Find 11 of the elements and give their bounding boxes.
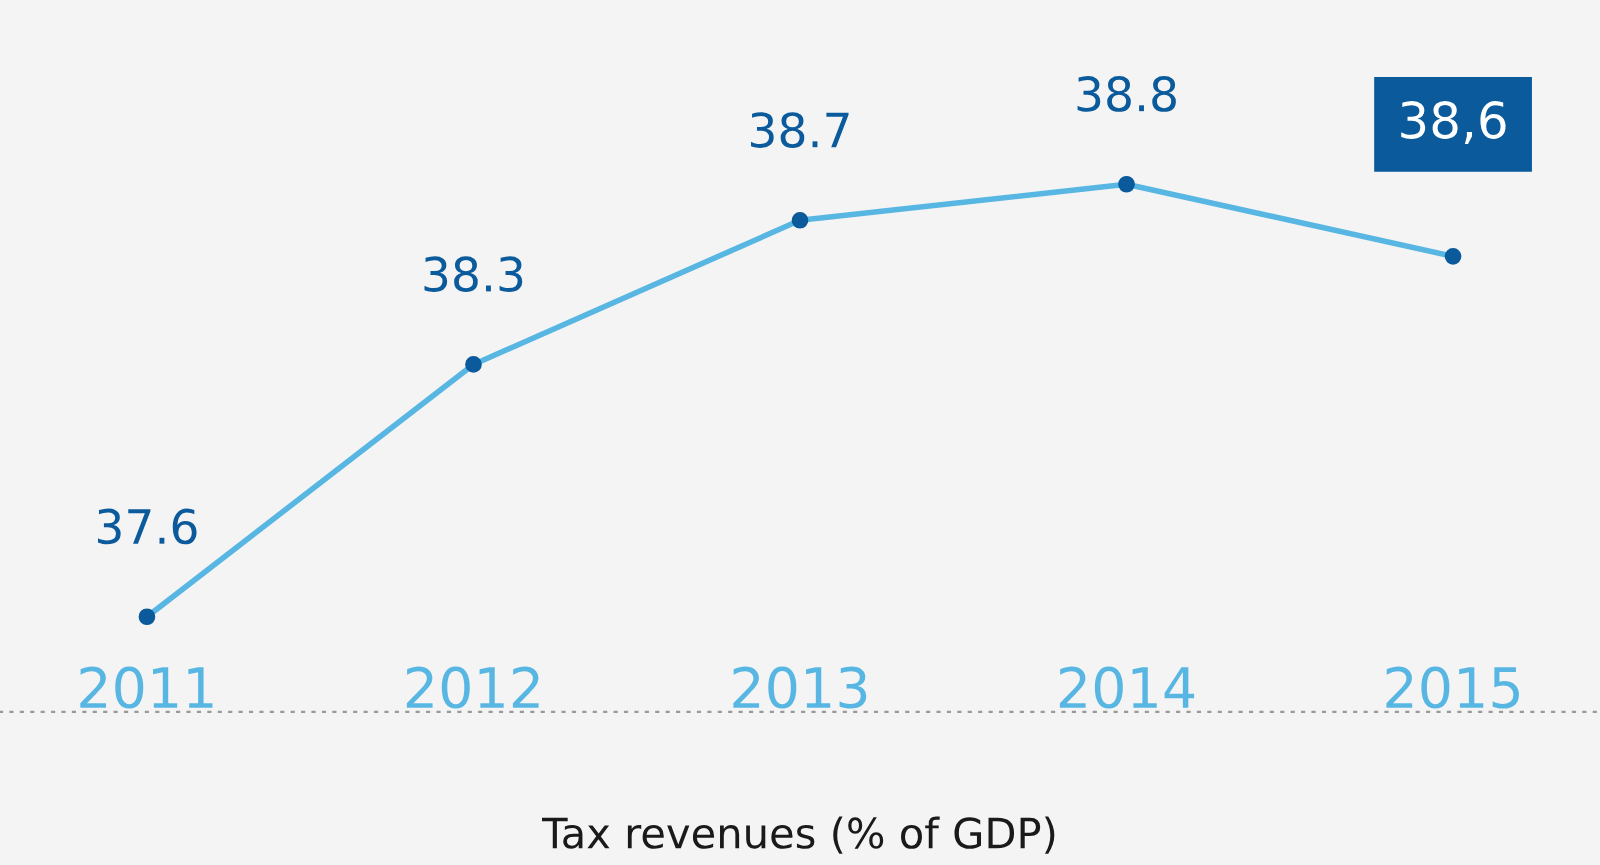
data-label: 38.8: [1077, 76, 1176, 112]
x-tick-label: 2015: [1386, 666, 1519, 709]
data-label: 38.3: [424, 256, 523, 293]
x-tick-label: 2012: [406, 666, 539, 709]
x-tick-label: 2013: [733, 666, 867, 709]
data-label: 37.6: [97, 508, 197, 545]
x-axis-title: Tax revenues (% of GDP): [541, 816, 1055, 854]
x-tick-label: 2011: [80, 666, 213, 709]
data-label: 38,6: [1401, 101, 1506, 144]
x-tick-label: 2014: [1059, 666, 1195, 709]
data-label: 38.7: [751, 112, 849, 148]
